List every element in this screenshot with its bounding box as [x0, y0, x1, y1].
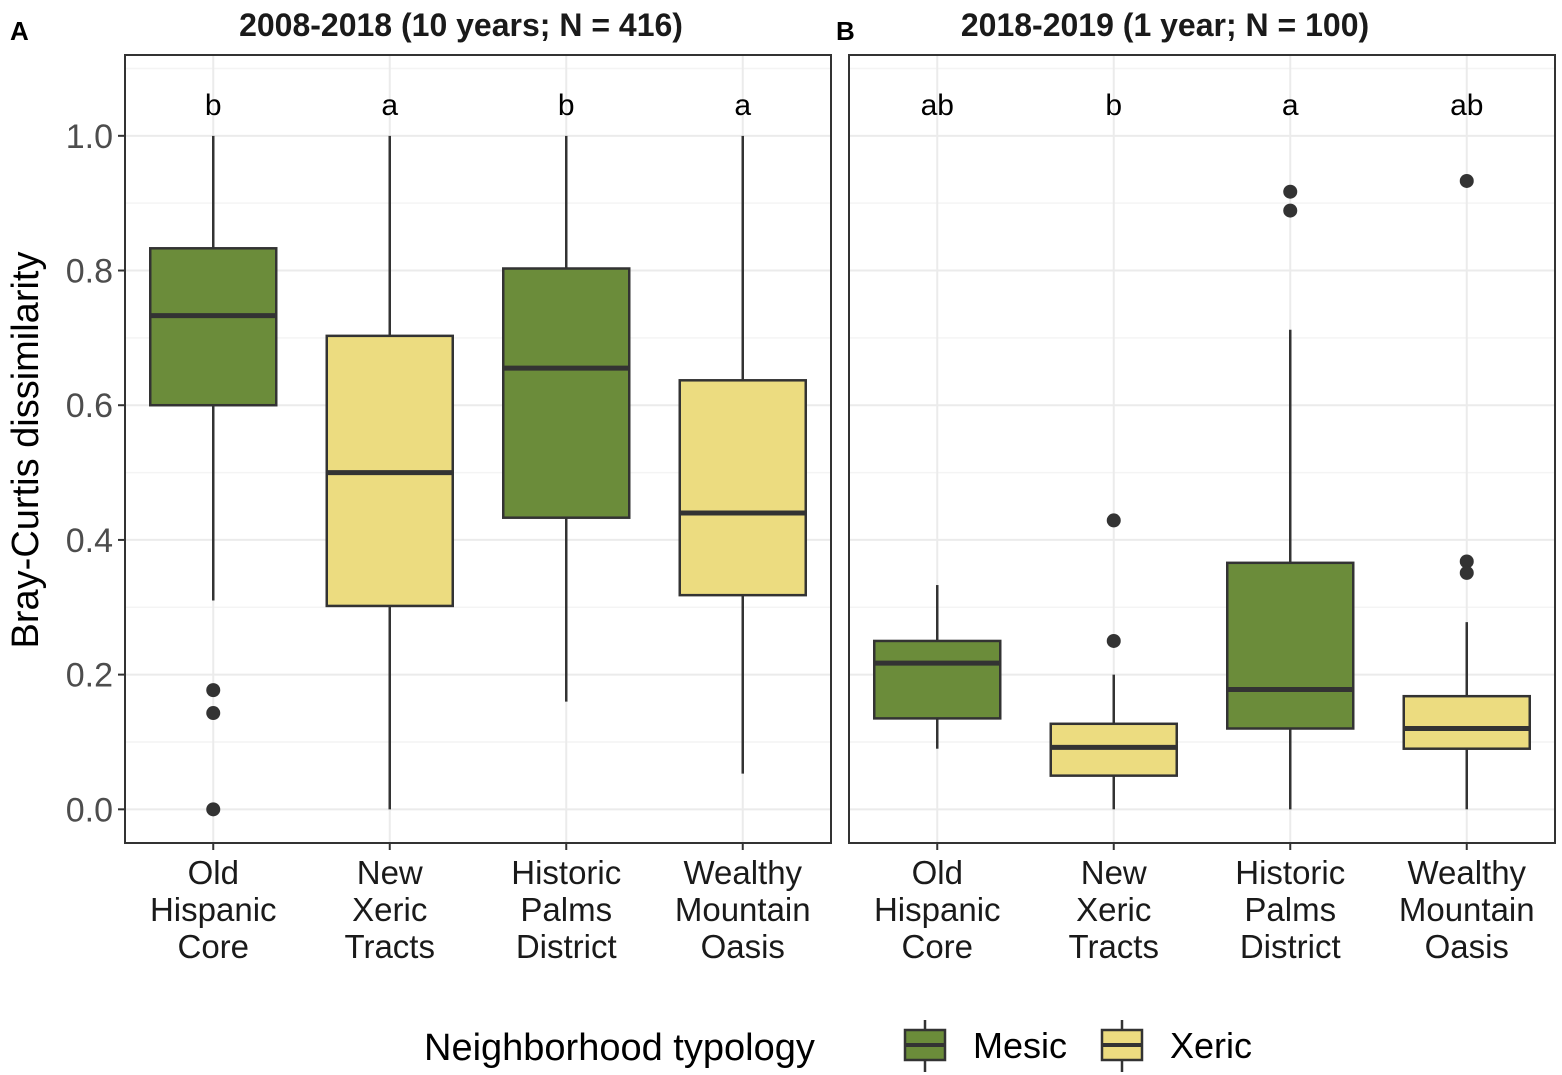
significance-letter: b	[558, 89, 575, 122]
panel-title: 2008-2018 (10 years; N = 416)	[239, 7, 683, 43]
outlier-point	[206, 706, 221, 721]
y-tick-label: 0.6	[66, 387, 113, 425]
y-tick-label: 1.0	[66, 118, 113, 156]
panel-border	[124, 54, 832, 844]
box-a-3	[678, 135, 807, 774]
significance-letter: b	[1105, 89, 1122, 122]
outlier-point	[1459, 554, 1474, 569]
x-tick-label: Old Hispanic Core	[874, 854, 1001, 965]
x-tick-label: Historic Palms District	[511, 854, 621, 965]
x-tick-label: Historic Palms District	[1235, 854, 1345, 965]
box-b-2	[1226, 184, 1355, 810]
significance-letter: a	[381, 89, 398, 122]
box-iqr	[678, 379, 807, 597]
y-tick-label: 0.8	[66, 253, 113, 291]
y-tick-label: 0.4	[66, 522, 113, 560]
significance-letter: ab	[921, 89, 954, 122]
legend-key-xeric	[1100, 1020, 1144, 1072]
outlier-point	[1106, 513, 1121, 528]
box-a-2	[502, 135, 631, 702]
box-b-1	[1049, 513, 1178, 810]
x-tick-label: Wealthy Mountain Oasis	[675, 854, 811, 965]
x-tick-label: Old Hispanic Core	[150, 854, 277, 965]
box-a-1	[325, 135, 454, 810]
y-axis-label: Bray-Curtis dissimilarity	[5, 252, 47, 649]
box-iqr	[149, 247, 278, 407]
outlier-point	[1106, 633, 1121, 648]
legend-title: Neighborhood typology	[424, 1027, 815, 1069]
outlier-point	[206, 802, 221, 817]
y-tick-label: 0.0	[66, 791, 113, 829]
legend-label-mesic: Mesic	[973, 1025, 1067, 1066]
x-tick-label: Wealthy Mountain Oasis	[1399, 854, 1535, 965]
box-iqr	[502, 267, 631, 519]
panel-title: 2018-2019 (1 year; N = 100)	[961, 7, 1369, 43]
panel-border	[848, 54, 1556, 844]
significance-letter: a	[734, 89, 751, 122]
box-b-0	[873, 585, 1002, 749]
legend-label-xeric: Xeric	[1170, 1025, 1252, 1066]
x-tick-label: New Xeric Tracts	[1069, 854, 1159, 965]
panel-tag: A	[10, 16, 29, 46]
box-b-3	[1402, 173, 1531, 810]
box-iqr	[1226, 561, 1355, 730]
legend-key-mesic	[903, 1020, 947, 1072]
outlier-point	[1459, 173, 1474, 188]
panel-tag: B	[836, 16, 855, 46]
panel-b: ab Old Hispanic Core b New Xeric Tracts a Histori…	[836, 7, 1556, 965]
significance-letter: b	[205, 89, 222, 122]
outlier-point	[206, 683, 221, 698]
significance-letter: a	[1282, 89, 1299, 122]
outlier-point	[1283, 203, 1298, 218]
outlier-point	[1283, 184, 1298, 199]
box-iqr	[873, 639, 1002, 720]
significance-letter: ab	[1450, 89, 1483, 122]
y-tick-label: 0.2	[66, 657, 113, 695]
outlier-point	[1459, 565, 1474, 580]
x-tick-label: New Xeric Tracts	[345, 854, 435, 965]
box-a-0	[149, 135, 278, 817]
panel-a: b Old Hispanic Core a New Xeric Tracts b Historic…	[10, 7, 832, 965]
legend: Neighborhood typology Mesic Xeric	[424, 1020, 1252, 1072]
box-iqr	[1402, 694, 1531, 750]
